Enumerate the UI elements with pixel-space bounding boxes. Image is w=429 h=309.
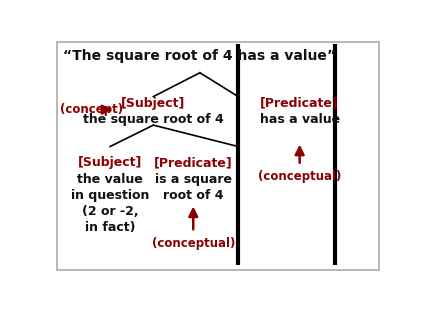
Text: [Subject]: [Subject] xyxy=(121,96,186,110)
Text: [Predicate]: [Predicate] xyxy=(260,96,339,110)
Text: has a value: has a value xyxy=(260,113,340,126)
Text: “The square root of 4 has a value”: “The square root of 4 has a value” xyxy=(63,49,336,63)
Text: [Subject]: [Subject] xyxy=(78,156,142,169)
Text: (conceptual): (conceptual) xyxy=(151,237,235,250)
Text: the value
in question
(2 or -2,
in fact): the value in question (2 or -2, in fact) xyxy=(71,173,149,234)
Text: (conceptual): (conceptual) xyxy=(258,170,341,183)
Text: [Predicate]: [Predicate] xyxy=(154,156,233,169)
Text: the square root of 4: the square root of 4 xyxy=(83,113,224,126)
Text: is a square
root of 4: is a square root of 4 xyxy=(155,173,232,202)
Text: (concept): (concept) xyxy=(60,103,124,116)
FancyBboxPatch shape xyxy=(57,42,380,270)
